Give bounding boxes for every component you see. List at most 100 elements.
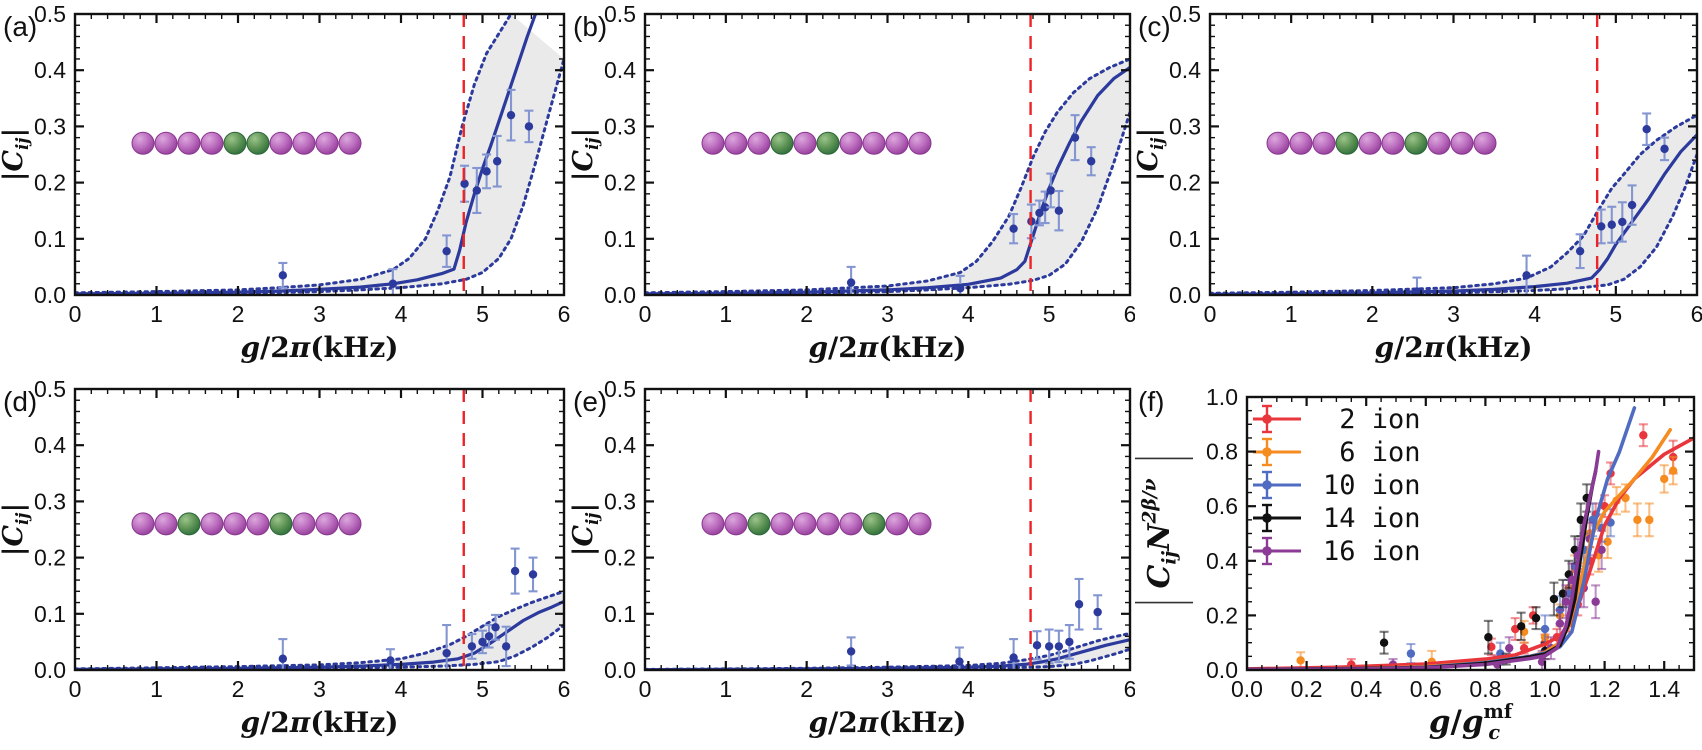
data-point bbox=[524, 122, 534, 131]
legend-dot-marker bbox=[1262, 447, 1272, 457]
legend-item: 16 ion bbox=[1253, 536, 1421, 567]
data-point bbox=[1660, 144, 1669, 154]
x-tick-label: 2 bbox=[800, 676, 813, 702]
y-tick-label: 0.3 bbox=[34, 488, 66, 514]
data-point bbox=[1484, 633, 1493, 642]
x-tick-label: 1 bbox=[1285, 301, 1298, 327]
data-point bbox=[1531, 613, 1541, 623]
confidence-band bbox=[1210, 115, 1697, 295]
y-tick-label: 0.1 bbox=[34, 226, 66, 252]
x-axis-label: g/2π(kHz) bbox=[240, 706, 398, 739]
data-point bbox=[956, 284, 965, 293]
x-tick-label: 1.2 bbox=[1589, 676, 1621, 702]
x-tick-label: 2 bbox=[800, 301, 813, 327]
y-tick-label: 0.1 bbox=[34, 601, 66, 627]
data-point bbox=[528, 570, 538, 579]
x-tick-label: 4 bbox=[962, 676, 975, 702]
y-tick-label: 0.0 bbox=[604, 657, 636, 683]
panel-tag: (c) bbox=[1138, 11, 1171, 42]
data-point bbox=[1406, 649, 1416, 658]
confidence-band bbox=[75, 14, 564, 295]
data-point bbox=[442, 648, 451, 658]
x-tick-label: 3 bbox=[313, 301, 326, 327]
panel-d-chart: 0 1 2 3 4 5 6 0.0 0.1 0.2 0.3 0.4 0.5 g/2π(kHz) |Cij| (… bbox=[0, 376, 570, 739]
panel-tag: (f) bbox=[1138, 386, 1164, 417]
column-1: 0 1 2 3 4 5 6 0.0 0.1 0.2 0.3 0.4 0.5 g/2π(kHz) |Cij| (… bbox=[0, 0, 570, 750]
x-tick-label: 0.8 bbox=[1469, 676, 1501, 702]
x-tick-label: 0 bbox=[1204, 301, 1217, 327]
legend-item: 2 ion bbox=[1253, 404, 1421, 435]
column-3: 0 1 2 3 4 5 6 0.0 0.1 0.2 0.3 0.4 0.5 g/2π(kHz) |Cij| (… bbox=[1135, 0, 1702, 750]
ion-green-circle bbox=[816, 131, 840, 155]
x-tick-label: 0 bbox=[639, 301, 652, 327]
series-curve bbox=[1247, 449, 1601, 670]
data-point bbox=[1054, 642, 1064, 651]
plot-frame bbox=[1245, 395, 1696, 672]
ion-purple-circle bbox=[908, 131, 932, 155]
ion-purple-circle bbox=[1427, 131, 1451, 155]
data-point bbox=[846, 278, 856, 287]
panel-tag: (a) bbox=[3, 11, 37, 42]
ion-green-circle bbox=[223, 131, 247, 155]
panel-e-chart: 0 1 2 3 4 5 6 0.0 0.1 0.2 0.3 0.4 0.5 g/2π(kHz) |Cij| (… bbox=[570, 376, 1135, 739]
x-tick-label: 0.6 bbox=[1410, 676, 1442, 702]
data-point bbox=[472, 186, 481, 195]
y-tick-label: 1.0 bbox=[1206, 384, 1238, 410]
ion-chain bbox=[1266, 131, 1497, 155]
y-tick-label: 0.5 bbox=[34, 1, 66, 27]
data-point bbox=[1575, 246, 1585, 256]
ion-purple-circle bbox=[839, 512, 863, 536]
column-2: 0 1 2 3 4 5 6 0.0 0.1 0.2 0.3 0.4 0.5 g/2π(kHz) |Cij| (… bbox=[570, 0, 1135, 750]
x-tick-label: 1.4 bbox=[1648, 676, 1680, 702]
ion-green-circle bbox=[1335, 131, 1359, 155]
panel-tag: (d) bbox=[3, 386, 37, 417]
legend-label: 14 ion bbox=[1323, 503, 1421, 534]
ion-purple-circle bbox=[131, 512, 155, 536]
ion-purple-circle bbox=[200, 512, 224, 536]
y-tick-label: 0.3 bbox=[1169, 113, 1201, 139]
ion-purple-circle bbox=[1473, 131, 1497, 155]
x-tick-label: 5 bbox=[1043, 301, 1056, 327]
panel-c: 0 1 2 3 4 5 6 0.0 0.1 0.2 0.3 0.4 0.5 g/2π(kHz) |Cij| (… bbox=[1135, 0, 1702, 375]
x-tick-label: 1 bbox=[719, 301, 732, 327]
band-upper-curve bbox=[75, 14, 513, 295]
data-point bbox=[1618, 217, 1627, 227]
ion-purple-circle bbox=[747, 131, 771, 155]
axis-ticks bbox=[645, 389, 1130, 670]
y-tick-label: 0.0 bbox=[604, 282, 636, 308]
data-point bbox=[1296, 656, 1305, 665]
theory-curve bbox=[1210, 133, 1697, 295]
data-point bbox=[501, 642, 511, 651]
y-axis-label: |Cij| bbox=[0, 128, 32, 182]
y-tick-label: 0.1 bbox=[604, 601, 636, 627]
data-point bbox=[1087, 157, 1096, 166]
y-axis-label: CijN2β/ν bbox=[1140, 478, 1181, 588]
y-tick-label: 0.2 bbox=[604, 545, 636, 571]
x-tick-label: 0 bbox=[639, 676, 652, 702]
data-point bbox=[955, 657, 964, 666]
data-point bbox=[1642, 125, 1651, 134]
confidence-band bbox=[75, 591, 564, 670]
data-point bbox=[506, 110, 516, 120]
ion-green-circle bbox=[770, 131, 794, 155]
data-point bbox=[1074, 600, 1084, 609]
data-point bbox=[1555, 619, 1565, 628]
y-tick-label: 0.2 bbox=[1206, 602, 1238, 628]
x-tick-label: 0.2 bbox=[1291, 676, 1323, 702]
y-tick-label: 0.5 bbox=[1169, 1, 1201, 27]
ion-purple-circle bbox=[885, 131, 909, 155]
x-tick-label: 5 bbox=[476, 301, 489, 327]
x-tick-label: 6 bbox=[558, 301, 570, 327]
y-tick-label: 0.4 bbox=[604, 57, 636, 83]
panel-tag: (b) bbox=[573, 11, 607, 42]
y-tick-label: 0.0 bbox=[34, 282, 66, 308]
y-tick-label: 0.2 bbox=[604, 170, 636, 196]
panel-b: 0 1 2 3 4 5 6 0.0 0.1 0.2 0.3 0.4 0.5 g/2π(kHz) |Cij| (… bbox=[570, 0, 1135, 375]
ion-purple-circle bbox=[908, 512, 932, 536]
ion-green-circle bbox=[177, 512, 201, 536]
data-point bbox=[1549, 594, 1559, 604]
x-tick-label: 5 bbox=[476, 676, 489, 702]
x-axis-label: g/2π(kHz) bbox=[240, 331, 398, 364]
ion-purple-circle bbox=[246, 512, 270, 536]
x-tick-label: 0.0 bbox=[1231, 676, 1263, 702]
